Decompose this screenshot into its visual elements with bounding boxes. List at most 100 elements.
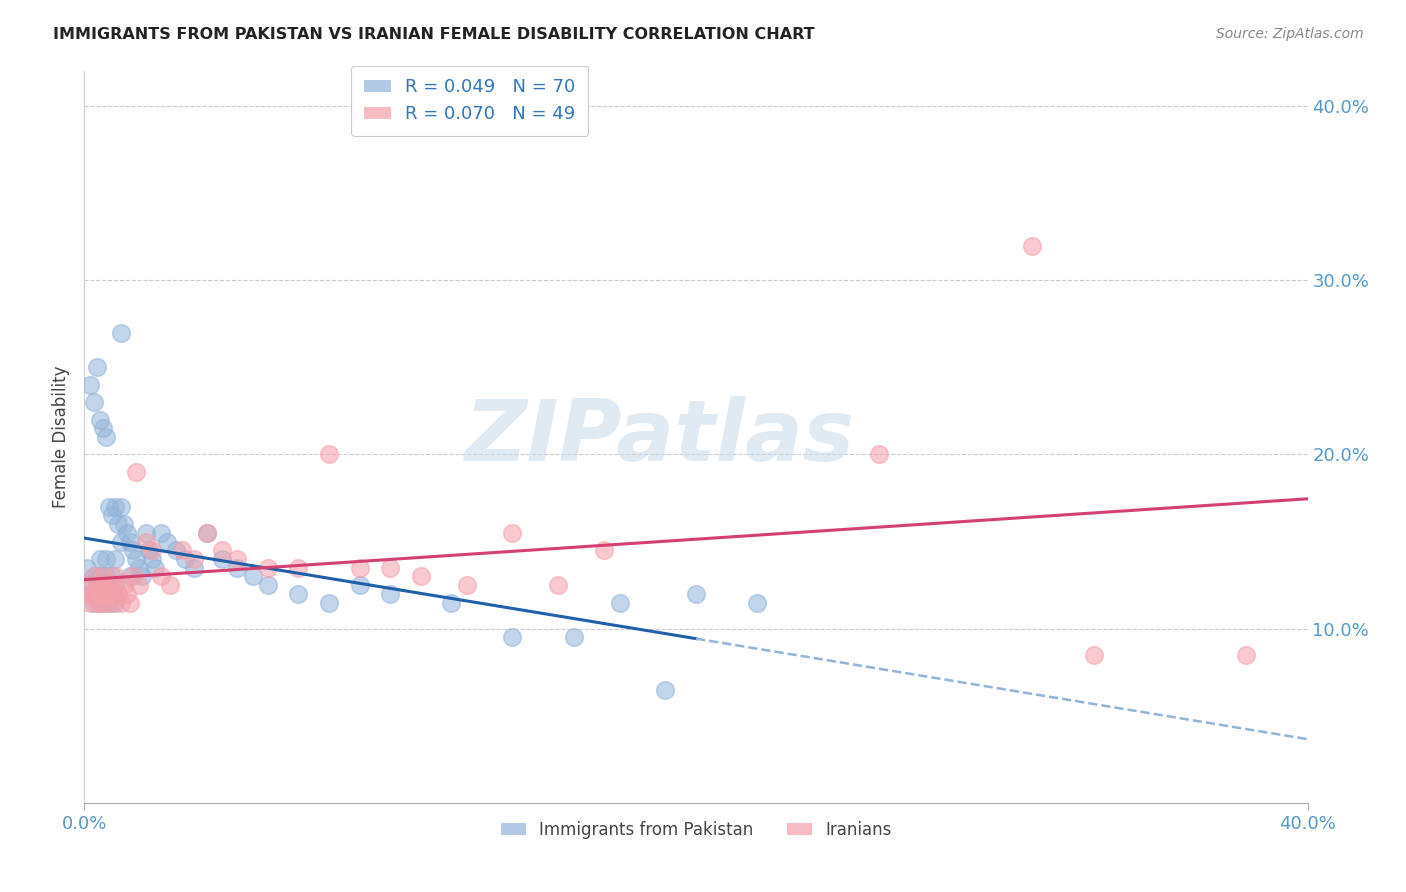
Point xyxy=(440,595,463,609)
Text: Source: ZipAtlas.com: Source: ZipAtlas.com xyxy=(1216,27,1364,41)
Point xyxy=(654,682,676,697)
Point xyxy=(79,587,101,601)
Point xyxy=(380,560,402,574)
Point xyxy=(89,569,111,583)
Point xyxy=(456,578,478,592)
Point xyxy=(547,578,569,592)
Point xyxy=(141,552,163,566)
Point xyxy=(502,631,524,645)
Point xyxy=(89,412,111,426)
Point xyxy=(94,552,117,566)
Point xyxy=(128,578,150,592)
Point xyxy=(83,569,105,583)
Point xyxy=(562,631,585,645)
Point xyxy=(107,517,129,532)
Point xyxy=(115,587,138,601)
Point xyxy=(149,525,172,540)
Point xyxy=(143,560,166,574)
Point xyxy=(110,326,132,340)
Point xyxy=(747,595,769,609)
Point xyxy=(91,578,114,592)
Point xyxy=(1083,648,1105,662)
Point xyxy=(97,500,120,514)
Point xyxy=(380,587,402,601)
Point xyxy=(79,377,101,392)
Point xyxy=(79,595,101,609)
Text: ZIPatlas: ZIPatlas xyxy=(464,395,855,479)
Point xyxy=(609,595,631,609)
Point xyxy=(318,595,340,609)
Point xyxy=(183,560,205,574)
Point xyxy=(91,421,114,435)
Y-axis label: Female Disability: Female Disability xyxy=(52,366,70,508)
Point xyxy=(122,543,145,558)
Point xyxy=(159,578,181,592)
Point xyxy=(125,552,148,566)
Point xyxy=(101,595,124,609)
Point xyxy=(101,569,124,583)
Point xyxy=(101,587,124,601)
Text: IMMIGRANTS FROM PAKISTAN VS IRANIAN FEMALE DISABILITY CORRELATION CHART: IMMIGRANTS FROM PAKISTAN VS IRANIAN FEMA… xyxy=(53,27,815,42)
Point xyxy=(115,525,138,540)
Point xyxy=(110,595,132,609)
Point xyxy=(287,560,309,574)
Point xyxy=(104,595,127,609)
Point xyxy=(128,560,150,574)
Point xyxy=(94,587,117,601)
Point xyxy=(122,569,145,583)
Point xyxy=(349,578,371,592)
Point xyxy=(120,534,142,549)
Point xyxy=(91,578,114,592)
Legend: Immigrants from Pakistan, Iranians: Immigrants from Pakistan, Iranians xyxy=(494,814,898,846)
Point xyxy=(79,578,101,592)
Point xyxy=(226,560,249,574)
Point xyxy=(94,430,117,444)
Point xyxy=(318,448,340,462)
Point xyxy=(226,552,249,566)
Point xyxy=(83,595,105,609)
Point xyxy=(97,595,120,609)
Point xyxy=(97,578,120,592)
Point xyxy=(76,578,98,592)
Point xyxy=(869,448,891,462)
Point xyxy=(120,595,142,609)
Point xyxy=(86,360,108,375)
Point xyxy=(104,500,127,514)
Point xyxy=(165,543,187,558)
Point xyxy=(107,587,129,601)
Point xyxy=(89,595,111,609)
Point xyxy=(91,595,114,609)
Point xyxy=(91,587,114,601)
Point xyxy=(104,552,127,566)
Point xyxy=(195,525,218,540)
Point xyxy=(211,552,233,566)
Point xyxy=(89,587,111,601)
Point xyxy=(104,569,127,583)
Point xyxy=(101,508,124,523)
Point xyxy=(287,587,309,601)
Point xyxy=(174,552,197,566)
Point xyxy=(131,569,153,583)
Point xyxy=(349,560,371,574)
Point xyxy=(97,587,120,601)
Point xyxy=(89,595,111,609)
Point xyxy=(593,543,616,558)
Point xyxy=(156,534,179,549)
Point xyxy=(94,595,117,609)
Point xyxy=(86,587,108,601)
Point xyxy=(685,587,707,601)
Point xyxy=(110,534,132,549)
Point xyxy=(83,587,105,601)
Point xyxy=(135,534,157,549)
Point xyxy=(172,543,194,558)
Point xyxy=(83,395,105,409)
Point xyxy=(94,587,117,601)
Point xyxy=(135,525,157,540)
Point xyxy=(257,578,280,592)
Point xyxy=(79,587,101,601)
Point xyxy=(1021,238,1043,252)
Point xyxy=(91,569,114,583)
Point xyxy=(112,517,135,532)
Point xyxy=(409,569,432,583)
Point xyxy=(112,578,135,592)
